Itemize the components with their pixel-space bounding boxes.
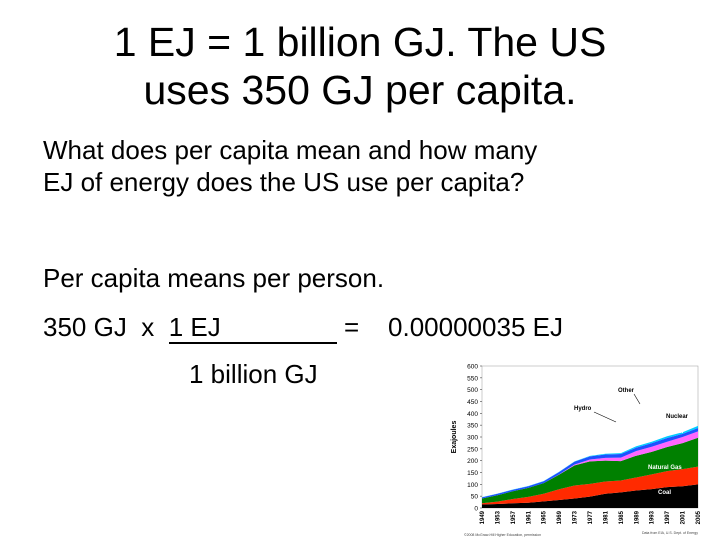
slide-title: 1 EJ = 1 billion GJ. The US uses 350 GJ …: [40, 18, 680, 114]
calc-denominator: 1 billion GJ: [189, 359, 318, 389]
y-tick-label: 550: [467, 375, 478, 382]
y-axis-label: Exajoules: [451, 421, 458, 454]
y-tick-label: 350: [467, 423, 478, 430]
answer-calculation: 350 GJ x 1 EJ = 0.00000035 EJ: [43, 311, 563, 344]
annotation-petroleum: Petroleum: [654, 429, 683, 435]
area-coal: [482, 484, 698, 508]
title-line-2: uses 350 GJ per capita.: [143, 67, 577, 113]
annotation-leader: [633, 393, 641, 405]
chart-footer-source: Data from EIA, U.S. Dept. of Energy: [642, 531, 698, 535]
y-tick-label: 500: [467, 387, 478, 394]
title-line-1: 1 EJ = 1 billion GJ. The US: [113, 19, 607, 65]
y-tick-label: 100: [467, 482, 478, 489]
x-tick-label: 1957: [511, 510, 517, 524]
x-tick-label: 1969: [557, 510, 563, 524]
x-tick-label: 1953: [495, 510, 501, 524]
y-tick-label: 50: [471, 494, 479, 501]
annotation-hydro: Hydro: [574, 406, 592, 412]
area-hydro: [482, 428, 698, 499]
y-tick-label: 400: [467, 411, 478, 418]
x-tick-label: 1993: [650, 510, 656, 524]
x-tick-label: 1961: [526, 510, 532, 524]
question-line-2: EJ of energy does the US use per capita?: [43, 167, 525, 197]
x-tick-label: 2001: [681, 510, 687, 524]
annotation-nuclear: Nuclear: [666, 414, 689, 420]
calc-numerator: 1 EJ: [168, 312, 337, 344]
energy-consumption-chart: 600550500450400350300250200150100500Exaj…: [451, 364, 702, 538]
x-tick-label: 1965: [542, 510, 548, 524]
chart-footer-credit: ©2008 McGraw-Hill Higher Education, perm…: [464, 533, 541, 537]
x-tick-label: 2005: [696, 510, 702, 524]
calc-result: = 0.00000035 EJ: [336, 312, 563, 342]
area-petroleum: [482, 437, 698, 504]
answer-line-1: Per capita means per person.: [43, 263, 385, 293]
y-tick-label: 200: [467, 458, 478, 465]
y-tick-label: 150: [467, 470, 478, 477]
x-tick-label: 1997: [665, 510, 671, 524]
question-line-1: What does per capita mean and how many: [43, 135, 538, 165]
y-tick-label: 450: [467, 399, 478, 406]
calc-prefix: 350 GJ x: [43, 312, 169, 342]
annotation-leader: [593, 411, 617, 423]
y-tick-label: 300: [467, 435, 478, 442]
x-tick-label: 1989: [634, 510, 640, 524]
x-tick-label: 1973: [573, 510, 579, 524]
annotation-coal: Coal: [658, 490, 671, 496]
x-tick-label: 1977: [588, 510, 594, 524]
x-tick-label: 1949: [480, 510, 486, 524]
y-tick-label: 250: [467, 446, 478, 453]
x-tick-label: 1981: [603, 510, 609, 524]
question-text: What does per capita mean and how many E…: [43, 134, 683, 198]
x-tick-label: 1985: [619, 510, 625, 524]
annotation-other: Other: [618, 388, 635, 394]
annotation-natural-gas: Natural Gas: [648, 465, 682, 471]
y-tick-label: 600: [467, 364, 478, 371]
y-tick-label: 0: [474, 506, 478, 513]
area-natural-gas: [482, 466, 698, 505]
